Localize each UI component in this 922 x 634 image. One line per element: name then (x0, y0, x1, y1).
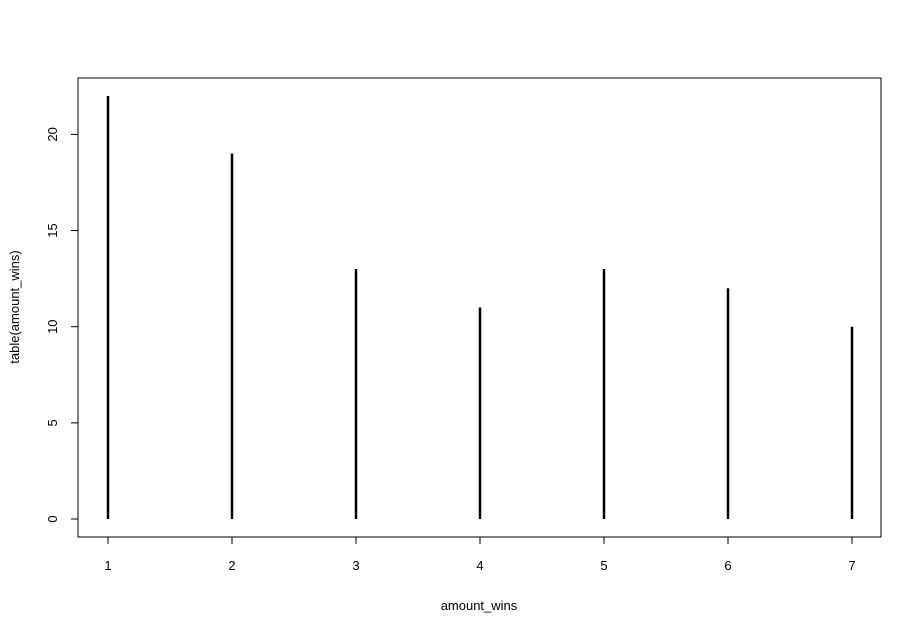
y-tick-label-15: 15 (45, 223, 60, 237)
x-tick-label-6: 6 (724, 558, 731, 573)
x-axis: 1 2 3 4 5 6 7 (104, 536, 856, 573)
y-tick-label-5: 5 (45, 419, 60, 426)
x-tick-label-7: 7 (848, 558, 855, 573)
x-tick-label-2: 2 (228, 558, 235, 573)
x-tick-label-4: 4 (476, 558, 483, 573)
y-tick-label-20: 20 (45, 127, 60, 141)
x-tick-label-3: 3 (352, 558, 359, 573)
y-axis: 0 5 10 15 20 (45, 127, 79, 523)
x-tick-label-1: 1 (104, 558, 111, 573)
y-tick-label-0: 0 (45, 515, 60, 522)
y-axis-label: table(amount_wins) (7, 250, 22, 363)
bar-series (106, 95, 854, 519)
y-tick-label-10: 10 (45, 319, 60, 333)
x-tick-label-5: 5 (600, 558, 607, 573)
x-axis-label: amount_wins (441, 598, 518, 613)
